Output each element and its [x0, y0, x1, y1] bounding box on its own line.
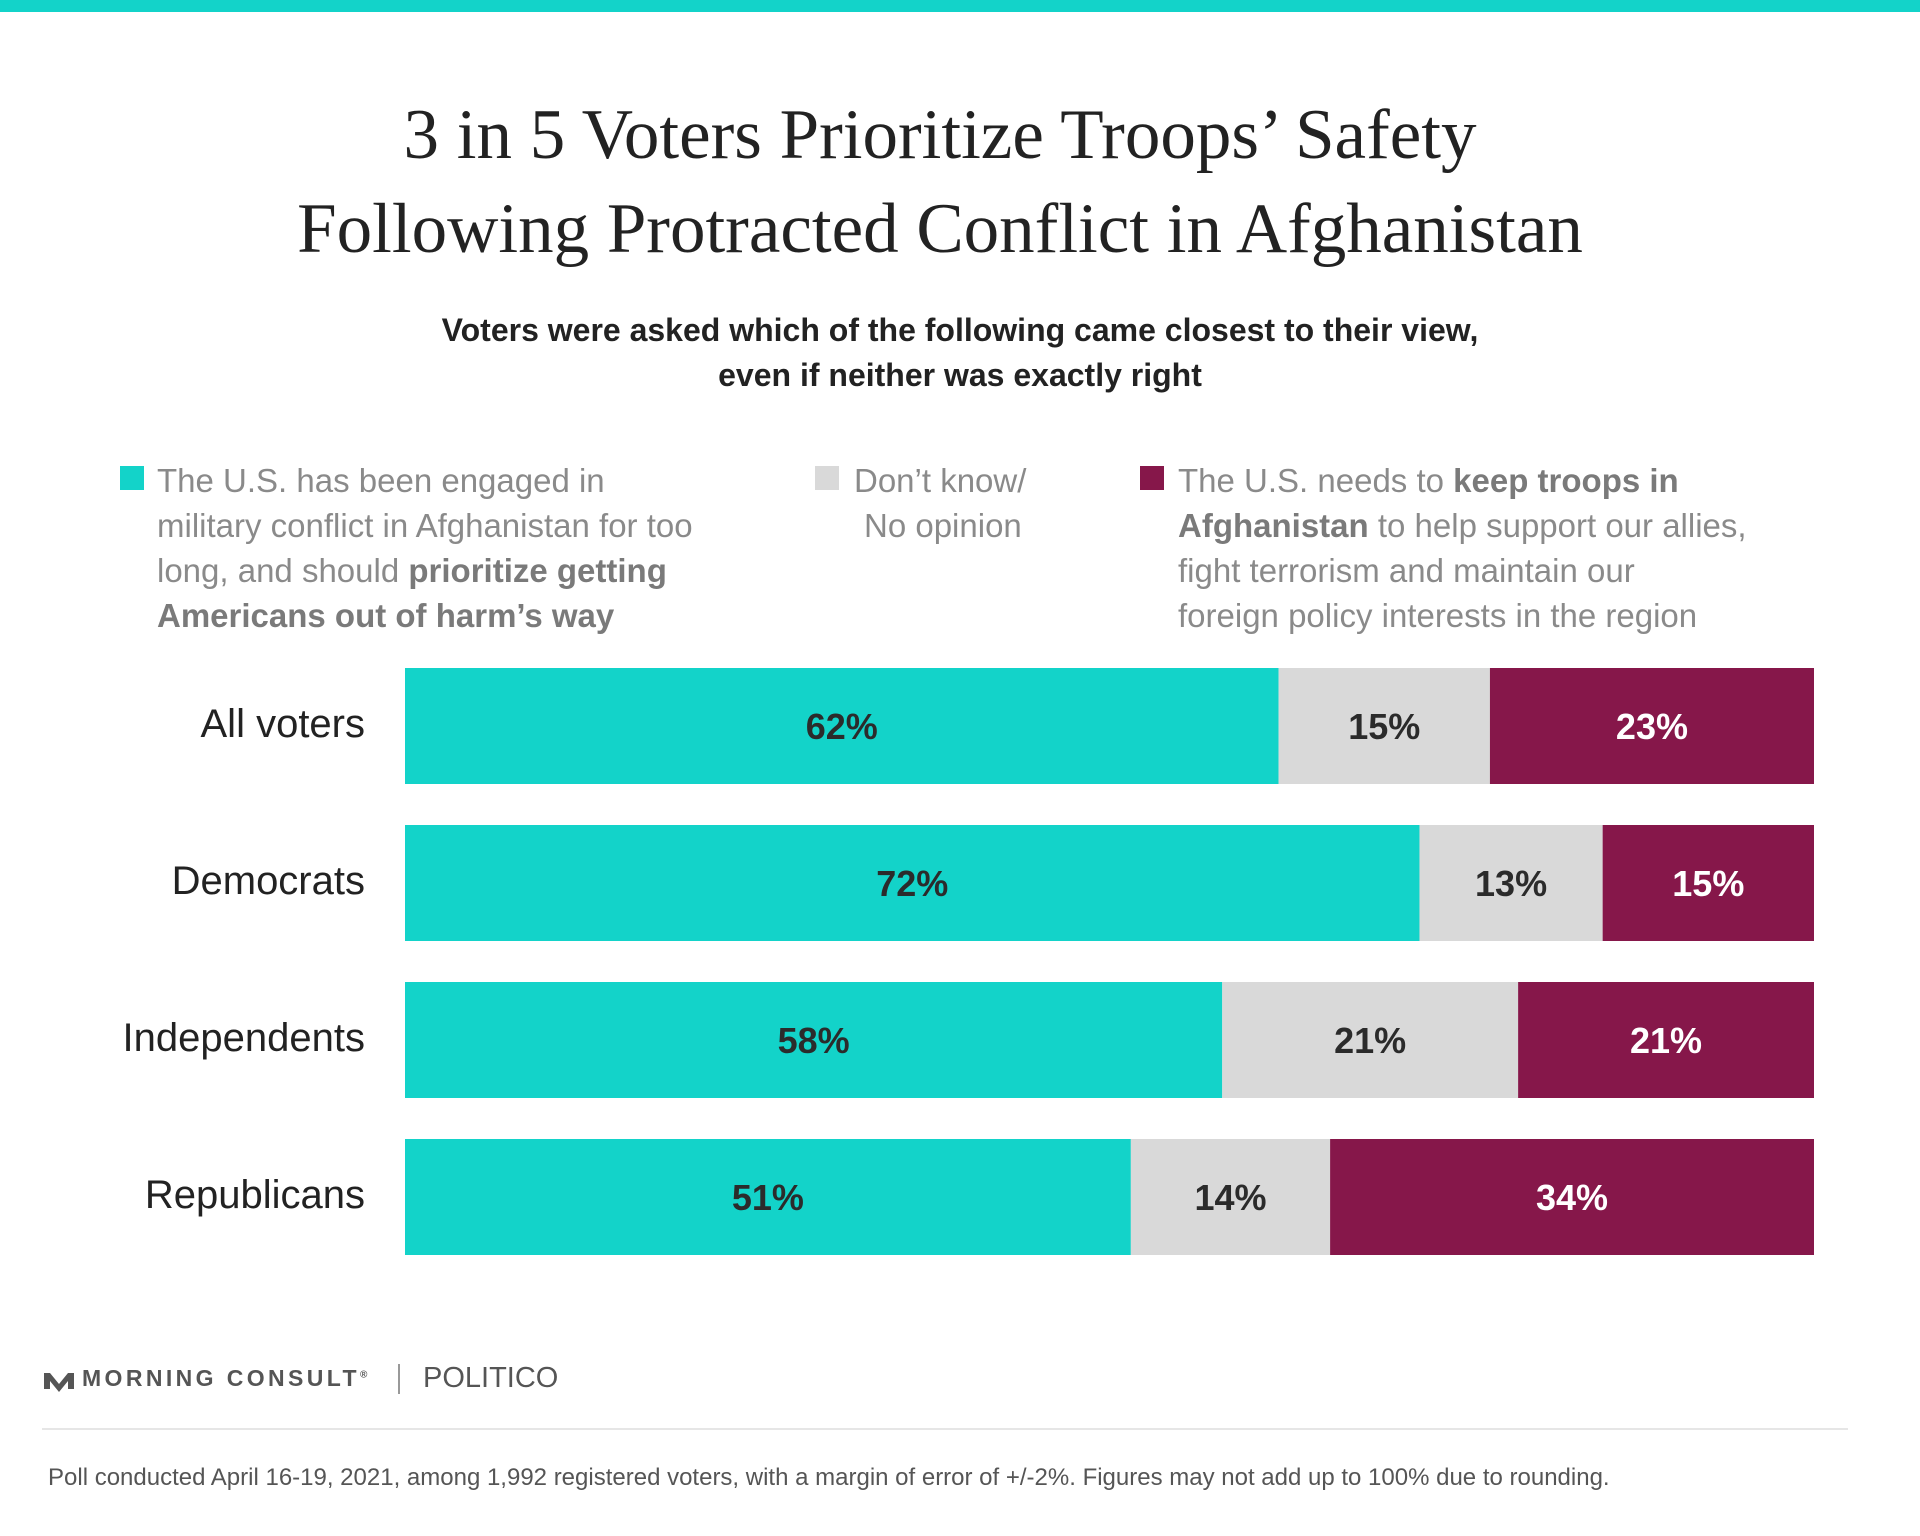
legend-keep-line1-bold: keep troops in — [1453, 462, 1679, 499]
value-label-keep-independents: 21% — [1630, 1020, 1702, 1061]
legend-leave-line1: The U.S. has been engaged in — [157, 462, 605, 499]
bar-dk-democrats — [1419, 825, 1603, 941]
legend-keep-line1-plain: The U.S. needs to — [1178, 462, 1454, 499]
legend-label-keep: The U.S. needs to keep troops in Afghani… — [1178, 458, 1858, 638]
legend-keep-line3: fight terrorism and maintain our — [1178, 552, 1635, 589]
value-label-dk-all-voters: 15% — [1348, 706, 1420, 747]
footer-separator — [398, 1364, 400, 1394]
value-label-leave-independents: 58% — [778, 1020, 850, 1061]
legend-leave-line2: military conflict in Afghanistan for too — [157, 507, 693, 544]
footnote: Poll conducted April 16-19, 2021, among … — [48, 1464, 1610, 1491]
chart-title-line2: Following Protracted Conflict in Afghani… — [297, 190, 1583, 268]
value-label-dk-independents: 21% — [1334, 1020, 1406, 1061]
value-label-dk-democrats: 13% — [1475, 863, 1547, 904]
value-label-leave-all-voters: 62% — [806, 706, 878, 747]
top-accent-bar — [0, 0, 1920, 12]
brand-name: MORNING CONSULT — [82, 1365, 361, 1391]
row-label-democrats: Democrats — [171, 859, 365, 903]
bar-leave-all-voters — [405, 668, 1279, 784]
value-label-keep-democrats: 15% — [1672, 863, 1744, 904]
legend-leave-line4-bold: Americans out of harm’s way — [157, 597, 615, 634]
legend-keep-line2-plain: to help support our allies, — [1368, 507, 1747, 544]
legend-keep-line4: foreign policy interests in the region — [1178, 597, 1698, 634]
bar-dk-republicans — [1130, 1139, 1331, 1255]
legend-dk-line2: No opinion — [864, 507, 1022, 544]
legend-leave-line3-plain: long, and should — [157, 552, 409, 589]
legend-swatch-leave — [120, 466, 144, 490]
bar-keep-all-voters — [1489, 668, 1814, 784]
legend-dk-line1: Don’t know/ — [854, 462, 1027, 499]
chart-title-line1: 3 in 5 Voters Prioritize Troops’ Safety — [403, 96, 1477, 174]
row-label-independents: Independents — [122, 1016, 365, 1060]
value-label-leave-republicans: 51% — [732, 1177, 804, 1218]
value-label-leave-democrats: 72% — [876, 863, 948, 904]
brand-politico: POLITICO — [423, 1362, 559, 1394]
footer-divider — [42, 1428, 1848, 1430]
value-label-dk-republicans: 14% — [1194, 1177, 1266, 1218]
bar-keep-independents — [1518, 982, 1814, 1098]
chart-subtitle-line2: even if neither was exactly right — [718, 357, 1202, 393]
legend-label-dont-know: Don’t know/ No opinion — [854, 458, 1114, 548]
legend-label-leave: The U.S. has been engaged in military co… — [157, 458, 797, 638]
chart-subtitle-line1: Voters were asked which of the following… — [441, 312, 1479, 348]
legend-keep-line2-bold: Afghanistan — [1178, 507, 1369, 544]
bar-keep-democrats — [1602, 825, 1814, 941]
bar-dk-all-voters — [1278, 668, 1490, 784]
bar-leave-democrats — [405, 825, 1420, 941]
bar-leave-independents — [405, 982, 1223, 1098]
row-label-republicans: Republicans — [144, 1173, 365, 1217]
chart-title: 3 in 5 Voters Prioritize Troops’ Safety … — [0, 88, 1880, 276]
bar-dk-independents — [1222, 982, 1519, 1098]
row-label-all-voters: All voters — [200, 702, 366, 746]
legend-swatch-keep — [1140, 466, 1164, 490]
brand-morning-consult: MORNING CONSULT® — [82, 1365, 367, 1392]
legend-swatch-dont-know — [815, 466, 839, 490]
legend-leave-line3-bold: prioritize getting — [408, 552, 667, 589]
bar-keep-republicans — [1330, 1139, 1814, 1255]
chart-subtitle: Voters were asked which of the following… — [0, 308, 1920, 398]
value-label-keep-all-voters: 23% — [1616, 706, 1688, 747]
brand-mark: ® — [360, 1369, 368, 1381]
value-label-keep-republicans: 34% — [1536, 1177, 1608, 1218]
morning-consult-logo-icon — [44, 1373, 74, 1392]
bar-leave-republicans — [405, 1139, 1131, 1255]
